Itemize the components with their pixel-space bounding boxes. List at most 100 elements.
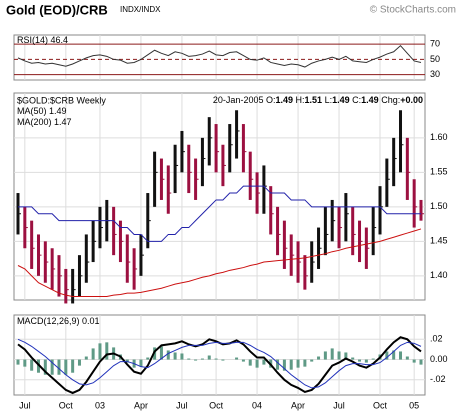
quote-value: 1.49: [332, 95, 350, 105]
y-tick-label: 50: [430, 54, 440, 64]
price-bar: [166, 165, 170, 214]
histogram-bar: [221, 359, 225, 361]
price-bar: [173, 144, 177, 194]
histogram-bar: [399, 351, 403, 360]
y-tick-label: 30: [430, 69, 440, 79]
rsi-name: RSI(14): [17, 35, 48, 45]
series-line: [17, 228, 422, 298]
histogram-bar: [358, 359, 362, 362]
histogram-bar: [194, 359, 198, 361]
exchange: INDX/INDX: [120, 5, 161, 14]
histogram-bar: [296, 359, 300, 368]
histogram-bar: [84, 356, 88, 360]
histogram-bar: [71, 359, 75, 373]
histogram-bar: [23, 359, 27, 367]
histogram-bar: [36, 359, 40, 373]
histogram-bar: [50, 359, 54, 375]
histogram-bar: [276, 359, 280, 370]
price-bar: [412, 179, 416, 228]
histogram-bar: [200, 358, 204, 360]
legend-last: 1.49: [49, 106, 67, 116]
quote-value: 1.51: [305, 95, 323, 105]
histogram-bar: [125, 359, 129, 363]
price-bar: [371, 206, 375, 256]
panel: [13, 92, 426, 301]
price-bar: [405, 137, 409, 200]
panel: [13, 34, 426, 81]
price-bar: [303, 255, 307, 290]
histogram-bar: [344, 352, 348, 360]
x-tick-label: 03: [95, 400, 105, 410]
price-bar: [30, 220, 34, 269]
histogram-bar: [337, 351, 341, 360]
legend-name: MA(50): [17, 106, 47, 116]
price-bar: [153, 151, 157, 207]
price-bar: [419, 199, 423, 221]
price-bar: [323, 206, 327, 256]
price-bar: [125, 234, 129, 283]
histogram-bar: [303, 359, 307, 367]
y-tick-label: 1.55: [430, 167, 448, 177]
histogram-bar: [91, 348, 95, 360]
histogram-bar: [98, 343, 102, 360]
histogram-bar: [159, 346, 163, 360]
price-bar: [248, 151, 252, 200]
histogram-bar: [330, 348, 334, 360]
histogram-bar: [419, 359, 423, 365]
price-label: $GOLD:$CRB Weekly: [17, 95, 106, 105]
price-bar: [282, 220, 286, 269]
legend-last: 1.47: [54, 117, 72, 127]
quote: 20-Jan-2005 O:1.49 H:1.51 L:1.49 C:1.49 …: [213, 95, 423, 105]
histogram-bar: [235, 357, 239, 360]
histogram-bar: [405, 356, 409, 360]
price-bar: [241, 124, 245, 173]
histogram-bar: [371, 358, 375, 360]
histogram-bar: [57, 359, 61, 375]
y-tick-label: -.02: [430, 374, 446, 384]
price-bar: [187, 144, 191, 194]
histogram-bar: [214, 358, 218, 360]
x-tick-label: Jul: [333, 400, 345, 410]
price-bar: [262, 165, 266, 214]
x-tick-label: 04: [252, 400, 262, 410]
price-bar: [276, 206, 280, 256]
quote-value: 1.49: [276, 95, 294, 105]
price-bar: [200, 137, 204, 187]
price-bar: [71, 268, 75, 304]
histogram-bar: [139, 359, 143, 367]
price-bar: [399, 110, 403, 173]
price-bar: [84, 234, 88, 283]
histogram-bar: [262, 359, 266, 365]
quote-name: L:: [325, 95, 333, 105]
x-tick-label: 05: [409, 400, 419, 410]
histogram-bar: [30, 359, 34, 371]
macd-last: 0.01: [82, 316, 100, 326]
x-tick-label: Oct: [209, 400, 224, 410]
x-tick-label: Jul: [176, 400, 188, 410]
price-bar: [344, 193, 348, 242]
price-bar: [214, 124, 218, 173]
quote-value: 1.49: [361, 95, 379, 105]
y-tick-label: 1.50: [430, 201, 448, 211]
series-line: [17, 44, 422, 68]
histogram-bar: [207, 355, 211, 360]
price-bar: [269, 186, 273, 235]
quote-name: Chg:: [381, 95, 400, 105]
histogram-bar: [180, 353, 184, 360]
histogram-bar: [317, 356, 321, 360]
y-tick-label: 0.00: [430, 354, 448, 364]
histogram-bar: [105, 342, 109, 360]
histogram-bar: [323, 351, 327, 360]
macd-name: MACD(12,26,9): [17, 316, 80, 326]
histogram-bar: [43, 359, 47, 375]
legend-name: MA(200): [17, 117, 52, 127]
price-bar: [385, 158, 389, 207]
panel: [13, 314, 426, 396]
quote-name: H:: [296, 95, 305, 105]
rsi-last: 46.4: [51, 35, 69, 45]
histogram-bar: [351, 357, 355, 360]
chart-title: Gold (EOD)/CRB: [6, 2, 108, 17]
rsi-label: RSI(14) 46.4: [17, 35, 68, 45]
y-tick-label: 1.60: [430, 132, 448, 142]
quote-name: C:: [352, 95, 361, 105]
